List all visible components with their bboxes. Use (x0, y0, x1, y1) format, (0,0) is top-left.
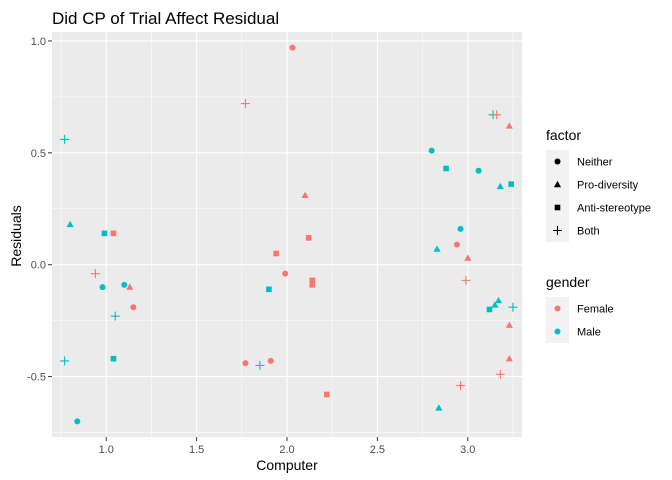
data-point (428, 147, 435, 154)
data-point (456, 381, 466, 391)
y-tick-label: -0.5 (27, 372, 46, 384)
data-point (66, 220, 74, 228)
data-point (74, 418, 81, 425)
data-point (110, 311, 120, 321)
data-point (453, 241, 460, 248)
x-tick-label: 2.0 (279, 444, 294, 456)
data-point (496, 182, 504, 190)
data-point (505, 122, 513, 129)
legend-label: Anti-stereotype (577, 203, 651, 215)
data-point (266, 286, 272, 293)
y-axis-ticks: -0.5 0.0 0.5 1.0 (27, 36, 52, 384)
data-point (305, 235, 312, 241)
x-tick-label: 1.0 (99, 444, 114, 456)
data-point (475, 167, 482, 174)
legend-key-circle (554, 328, 561, 335)
data-point (110, 355, 117, 362)
data-point (505, 355, 513, 362)
data-point (289, 44, 296, 51)
data-point (323, 391, 330, 398)
legend-label: Both (577, 226, 600, 238)
legend-label: Male (577, 327, 601, 339)
data-point (309, 277, 316, 284)
data-point (301, 191, 309, 199)
y-tick-label: 1.0 (31, 36, 46, 48)
legend-key-circle (554, 305, 561, 312)
data-point (495, 369, 505, 379)
data-point (433, 245, 441, 252)
y-axis-title: Residuals (8, 205, 24, 266)
data-point (240, 99, 250, 109)
data-point (130, 304, 137, 311)
data-point (90, 269, 100, 279)
data-point (242, 360, 249, 367)
legend-key-circle (554, 158, 561, 165)
data-point (435, 404, 443, 411)
data-point (443, 165, 449, 172)
x-tick-label: 3.0 (460, 444, 475, 456)
data-point (494, 296, 503, 304)
legends: factor Neither Pro-diversity Anti-stereotyp… (546, 127, 651, 343)
y-tick-label: 0.5 (31, 148, 46, 160)
data-points (60, 44, 518, 425)
data-point (110, 230, 117, 237)
data-point (101, 230, 108, 237)
data-point (282, 270, 289, 277)
data-point (126, 283, 134, 290)
data-point (121, 281, 128, 288)
data-point (508, 302, 518, 312)
chart-title: Did CP of Trial Affect Residual (52, 9, 279, 28)
x-tick-label: 1.5 (189, 444, 204, 456)
legend-key-square (554, 204, 561, 211)
legend-label: Female (577, 304, 614, 316)
data-point (464, 254, 472, 261)
legend-key-triangle (553, 180, 562, 188)
data-point (457, 225, 464, 232)
legend-label: Pro-diversity (577, 180, 639, 192)
data-point (505, 321, 513, 328)
legend-label: Neither (577, 157, 613, 169)
data-point (508, 181, 514, 187)
data-point (492, 110, 502, 120)
data-point (60, 356, 70, 366)
data-point (273, 250, 279, 257)
data-point (309, 282, 316, 288)
data-point (60, 134, 70, 144)
data-point (267, 357, 274, 364)
data-point (486, 306, 493, 313)
legend-key-plus (553, 226, 562, 235)
legend-title: gender (546, 274, 590, 290)
y-tick-label: 0.0 (31, 260, 46, 272)
x-axis-ticks: 1.0 1.5 2.0 2.5 3.0 (99, 437, 475, 456)
data-point (491, 301, 499, 308)
data-point (99, 284, 106, 291)
legend-title: factor (546, 127, 581, 143)
data-point (255, 360, 265, 370)
x-axis-title: Computer (256, 457, 318, 473)
x-tick-label: 2.5 (370, 444, 385, 456)
data-point (461, 275, 471, 285)
